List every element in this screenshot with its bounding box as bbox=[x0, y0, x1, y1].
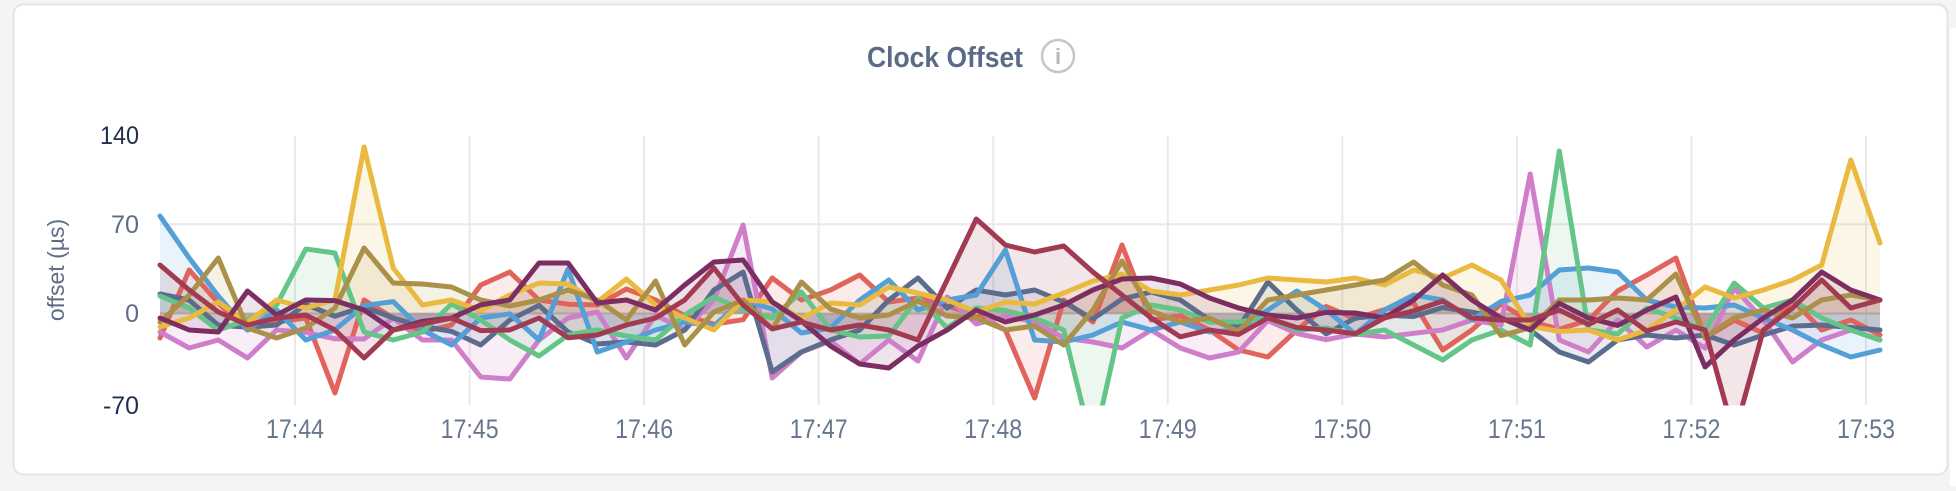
svg-text:0: 0 bbox=[125, 300, 139, 328]
svg-text:i: i bbox=[1055, 44, 1061, 69]
svg-text:Clock Offset: Clock Offset bbox=[867, 42, 1023, 74]
svg-text:17:49: 17:49 bbox=[1139, 414, 1197, 444]
svg-text:70: 70 bbox=[111, 211, 139, 239]
svg-text:17:47: 17:47 bbox=[790, 414, 848, 444]
svg-text:17:52: 17:52 bbox=[1662, 414, 1720, 444]
svg-text:17:48: 17:48 bbox=[964, 414, 1022, 444]
svg-text:offset (µs): offset (µs) bbox=[43, 219, 69, 321]
svg-text:17:51: 17:51 bbox=[1488, 414, 1546, 444]
svg-text:17:46: 17:46 bbox=[615, 414, 673, 444]
svg-text:17:50: 17:50 bbox=[1313, 414, 1371, 444]
svg-text:17:45: 17:45 bbox=[441, 414, 499, 444]
svg-text:17:53: 17:53 bbox=[1837, 414, 1895, 444]
svg-text:17:44: 17:44 bbox=[266, 414, 324, 444]
svg-text:-70: -70 bbox=[103, 392, 139, 420]
svg-text:140: 140 bbox=[100, 122, 139, 150]
